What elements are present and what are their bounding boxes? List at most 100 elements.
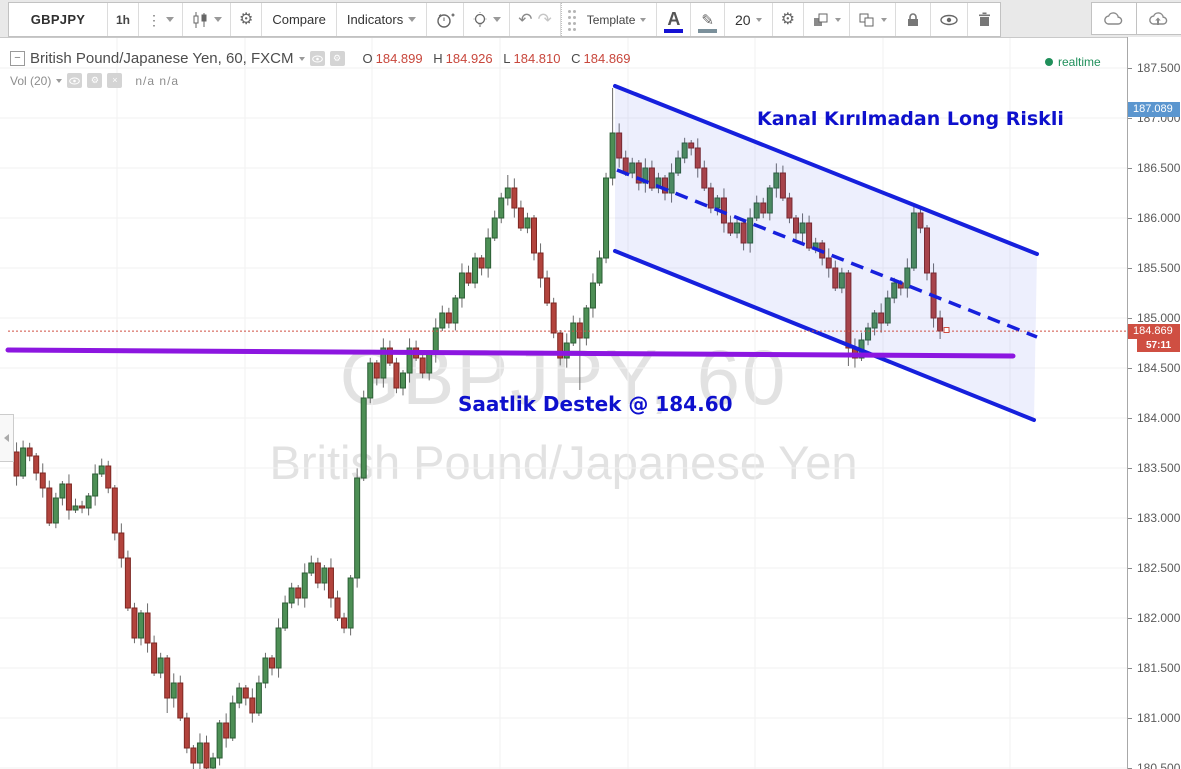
chevron-down-icon[interactable] — [56, 78, 63, 83]
last-price-marker — [943, 327, 950, 333]
chart-properties-button[interactable]: ⚙ — [231, 3, 263, 36]
scroll-left-tab[interactable] — [0, 414, 14, 462]
chevron-down-icon — [214, 17, 223, 22]
compare-label: Compare — [272, 12, 326, 27]
chart-canvas[interactable] — [0, 0, 1127, 769]
lightbulb-icon — [473, 11, 487, 26]
line-color-swatch — [698, 29, 717, 33]
bar-countdown-badge: 57:11 — [1137, 338, 1180, 352]
axis-label: 180.500 — [1137, 761, 1181, 769]
series-title[interactable]: British Pound/Japanese Yen, 60, FXCM — [30, 50, 294, 67]
trend-channel-drawing[interactable] — [613, 84, 1039, 422]
close-icon[interactable]: × — [107, 73, 123, 88]
axis-label: 183.500 — [1137, 461, 1181, 475]
axis-tick — [1128, 268, 1132, 269]
axis-tick — [1128, 418, 1132, 419]
chevron-down-icon[interactable] — [298, 56, 305, 61]
last-price-badge: 184.869 — [1128, 323, 1180, 339]
volume-indicator-label[interactable]: Vol (20) — [10, 73, 52, 88]
axis-label: 186.000 — [1137, 211, 1181, 225]
close-value: 184.869 — [583, 51, 631, 66]
indicators-button[interactable]: Indicators — [336, 3, 428, 36]
text-color-button[interactable]: A — [657, 3, 692, 36]
interval-menu-button[interactable]: ⋮ — [139, 3, 184, 36]
alarm-plus-icon — [437, 13, 455, 28]
chevron-down-icon — [640, 17, 647, 22]
send-backward-button[interactable] — [849, 3, 896, 36]
candlestick-layer — [7, 88, 944, 769]
axis-tick — [1128, 218, 1132, 219]
symbol-input[interactable]: GBPJPY — [9, 3, 108, 36]
axis-label: 182.000 — [1137, 611, 1181, 625]
text-color-swatch — [664, 29, 684, 33]
interval-label: 1h — [116, 12, 131, 27]
high-value: 184.926 — [445, 51, 493, 66]
chevron-down-icon — [834, 17, 841, 22]
template-button[interactable]: Template — [576, 3, 658, 36]
gridlines — [0, 38, 1127, 769]
axis-tick — [1128, 568, 1132, 569]
axis-label: 186.500 — [1137, 161, 1181, 175]
axis-tick — [1128, 668, 1132, 669]
support-annotation-text[interactable]: Saatlik Destek @ 184.60 — [458, 392, 733, 416]
ideas-button[interactable] — [464, 3, 511, 36]
axis-tick — [1128, 468, 1132, 469]
realtime-status: realtime — [1045, 55, 1101, 69]
line-color-button[interactable]: ✎ — [691, 3, 725, 36]
low-value: 184.810 — [513, 51, 561, 66]
cloud-icon — [1104, 11, 1123, 25]
bring-forward-button[interactable] — [803, 3, 850, 36]
indicators-label: Indicators — [346, 12, 404, 27]
interval-button[interactable]: 1h — [108, 3, 140, 36]
open-value: 184.899 — [375, 51, 423, 66]
chevron-down-icon — [166, 17, 175, 22]
template-label: Template — [586, 12, 636, 27]
gear-icon: ⚙ — [239, 10, 254, 28]
gear-icon[interactable]: ⚙ — [87, 73, 103, 88]
redo-icon[interactable]: ↷ — [537, 9, 552, 29]
remove-drawings-button[interactable] — [967, 3, 1000, 36]
gear-icon: ⚙ — [780, 10, 795, 28]
drag-dots-icon — [567, 10, 571, 13]
chevron-down-icon — [493, 17, 502, 22]
axis-tick — [1128, 118, 1132, 119]
axis-tick — [1128, 368, 1132, 369]
chart-legend: − British Pound/Japanese Yen, 60, FXCM ⚙… — [10, 50, 631, 88]
chevron-down-icon — [755, 17, 762, 22]
price-axis[interactable]: 187.089 184.869 57:11 187.500 187.000 186.… — [1127, 37, 1181, 769]
drawing-price-badge: 187.089 — [1128, 101, 1180, 117]
layers-back-icon — [859, 13, 874, 26]
lock-drawings-button[interactable] — [895, 3, 931, 36]
eye-icon[interactable] — [67, 73, 83, 88]
axis-tick — [1128, 168, 1132, 169]
compare-button[interactable]: Compare — [262, 3, 337, 36]
ohlc-values: O 184.899 H 184.926 L 184.810 C 184.869 — [362, 51, 631, 66]
cloud-load-button[interactable] — [1091, 2, 1137, 35]
add-alert-button[interactable] — [427, 3, 465, 36]
channel-annotation-text[interactable]: Kanal Kırılmadan Long Riskli — [757, 108, 1064, 130]
axis-label: 185.500 — [1137, 261, 1181, 275]
chart-style-button[interactable] — [183, 3, 232, 36]
text-tool-label: A — [667, 9, 681, 29]
chevron-down-icon — [880, 17, 887, 22]
gear-icon[interactable]: ⚙ — [329, 51, 345, 66]
eye-icon[interactable] — [309, 51, 325, 66]
undo-icon[interactable]: ↶ — [518, 9, 533, 29]
cloud-upload-icon — [1149, 11, 1168, 25]
chart-panel: GBPJPY, 60 British Pound/Japanese Yen − … — [0, 37, 1181, 769]
support-line-drawing[interactable] — [5, 347, 1016, 359]
font-size-button[interactable]: 20 — [724, 3, 773, 36]
font-size-label: 20 — [734, 11, 751, 28]
axis-label: 184.000 — [1137, 411, 1181, 425]
axis-tick — [1128, 518, 1132, 519]
hide-drawings-button[interactable] — [930, 3, 968, 36]
layers-front-icon — [813, 13, 828, 26]
toolbar-drag-handle[interactable] — [560, 3, 577, 36]
drawing-properties-button[interactable]: ⚙ — [772, 3, 804, 36]
main-toolbar: GBPJPY 1h ⋮ ⚙ Compare Indicators — [8, 2, 1001, 37]
collapse-icon[interactable]: − — [10, 51, 25, 66]
cloud-buttons — [1091, 2, 1181, 35]
eye-icon — [940, 14, 958, 25]
axis-tick — [1128, 618, 1132, 619]
cloud-save-button[interactable] — [1136, 2, 1181, 35]
